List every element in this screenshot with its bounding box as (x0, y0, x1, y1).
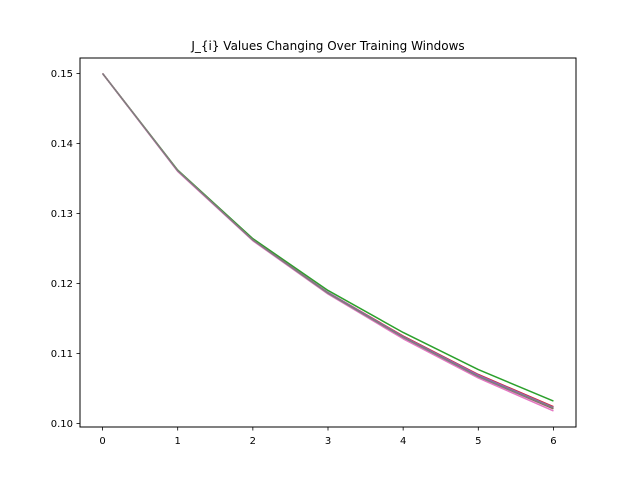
plot-area-frame (79, 57, 577, 428)
x-tick-label: 3 (325, 436, 331, 447)
y-tick-label: 0.10 (51, 419, 73, 430)
y-tick-label: 0.11 (51, 349, 73, 360)
series-line-6 (101, 72, 554, 409)
series-line-5 (101, 72, 554, 412)
y-tick-label: 0.13 (51, 209, 73, 220)
x-tick-label: 2 (250, 436, 256, 447)
y-tick-label: 0.15 (51, 69, 73, 80)
series-line-1 (101, 72, 554, 402)
series-line-4 (101, 72, 554, 410)
series-line-2 (101, 72, 554, 408)
x-tick-label: 1 (175, 436, 181, 447)
x-tick-label: 6 (550, 436, 556, 447)
y-tick-label: 0.14 (51, 139, 73, 150)
x-axis-ticks: 0 1 2 3 4 5 6 (99, 427, 557, 447)
x-tick-label: 4 (400, 436, 406, 447)
x-tick-label: 5 (475, 436, 481, 447)
y-tick-label: 0.12 (51, 279, 73, 290)
series-line-3 (101, 72, 554, 409)
x-tick-label: 0 (99, 436, 105, 447)
series-lines (101, 72, 554, 412)
chart-title: J_{i} Values Changing Over Training Wind… (190, 39, 464, 53)
y-axis-ticks: 0.10 0.11 0.12 0.13 0.14 0.15 (51, 69, 80, 430)
